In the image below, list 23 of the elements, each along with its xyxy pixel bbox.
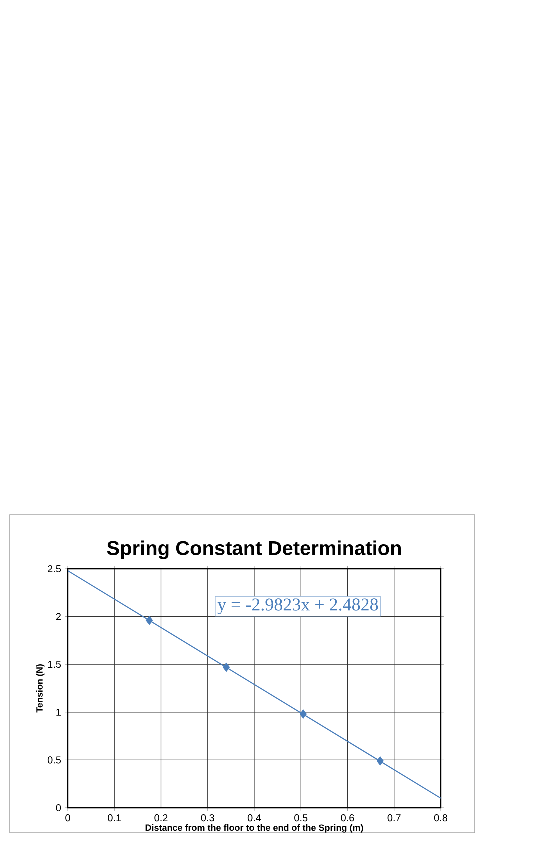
x-tick-label: 0.1 xyxy=(108,814,122,822)
x-tick-label: 0 xyxy=(66,814,70,822)
x-tick-label: 0.6 xyxy=(341,814,354,822)
x-tick-label: 0.3 xyxy=(201,814,214,822)
x-tick-label: 0.5 xyxy=(294,814,308,822)
chart-title: Spring Constant Determination xyxy=(107,540,402,560)
point xyxy=(222,662,230,672)
y-tick-label: 0 xyxy=(56,804,62,812)
point xyxy=(376,756,384,766)
x-tick-label: 0.4 xyxy=(248,814,262,822)
point xyxy=(146,616,154,626)
x-tick-label: 0.7 xyxy=(388,814,401,822)
point xyxy=(300,710,308,720)
x-tick-label: 0.8 xyxy=(434,814,448,822)
x-tick-label: 0.2 xyxy=(154,814,168,822)
y-axis-title: Tension (N) xyxy=(36,664,45,713)
x-axis-title: Distance from the floor to the end of the Spring (m) xyxy=(146,824,364,833)
y-tick-label: 1 xyxy=(56,708,61,716)
y-tick-label: 2 xyxy=(56,613,61,620)
annotation: y = -2.9823x + 2.4828 xyxy=(218,598,378,615)
y-tick-label: 1.5 xyxy=(48,661,62,668)
y-tick-label: 0.5 xyxy=(48,756,62,764)
y-tick-label: 2.5 xyxy=(48,565,62,573)
